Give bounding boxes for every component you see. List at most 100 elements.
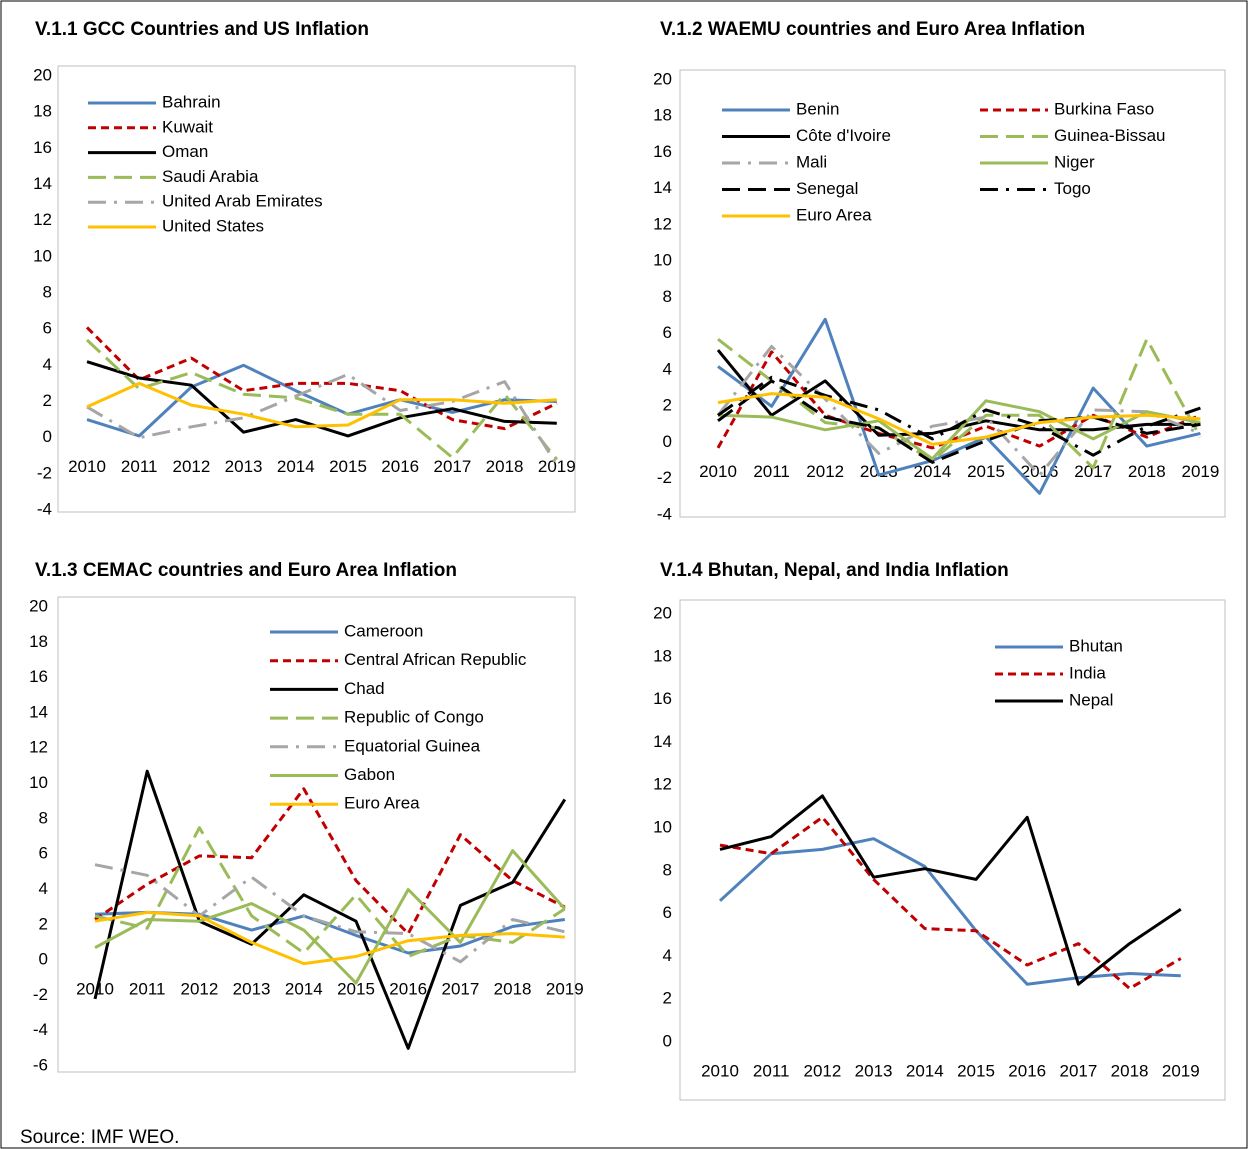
legend-label: Benin [796,99,839,118]
chart-title: V.1.1 GCC Countries and US Inflation [35,19,369,40]
x-tick-label: 2014 [906,1061,944,1080]
x-tick-label: 2017 [1059,1061,1097,1080]
series-line [85,338,558,461]
series-line [94,863,566,964]
legend-label: Bahrain [162,92,221,111]
legend-label: Nepal [1069,690,1113,709]
y-tick-label: 4 [663,946,672,965]
x-tick-label: 2011 [753,462,790,481]
chart-title: V.1.4 Bhutan, Nepal, and India Inflation [660,560,1009,581]
legend-label: United Arab Emirates [162,192,323,211]
x-tick-label: 2012 [172,457,210,476]
x-tick-label: 2016 [381,457,419,476]
legend-label: Senegal [796,179,858,198]
series-line [94,910,565,966]
y-tick-label: 2 [663,989,672,1008]
y-tick-label: 4 [43,355,52,374]
y-tick-label: 14 [29,702,48,721]
y-tick-label: 0 [39,950,48,969]
x-tick-label: 2018 [1128,462,1166,481]
y-tick-label: 0 [43,427,52,446]
x-tick-label: 2015 [967,462,1005,481]
y-tick-label: 18 [33,102,52,121]
y-tick-label: 10 [29,773,48,792]
x-tick-label: 2013 [225,457,263,476]
y-tick-label: 16 [29,667,48,686]
series-line [719,815,1182,990]
series-line [94,849,566,985]
series-line [94,787,566,936]
y-tick-label: 16 [33,138,52,157]
y-tick-label: 10 [653,251,672,270]
y-tick-label: 20 [653,603,672,622]
series-line [717,337,1202,470]
y-tick-label: 10 [33,246,52,265]
y-tick-label: -4 [657,504,672,523]
y-tick-label: 2 [663,396,672,415]
series-line [85,326,558,431]
y-tick-label: -4 [33,1020,48,1039]
y-tick-label: 6 [663,903,672,922]
x-tick-label: 2010 [68,457,106,476]
y-tick-label: 16 [653,689,672,708]
legend-label: Saudi Arabia [162,167,259,186]
y-tick-label: 8 [663,860,672,879]
legend-label: Kuwait [162,117,213,136]
series-line [86,372,559,466]
x-tick-label: 2015 [337,980,375,999]
x-tick-label: 2010 [699,462,737,481]
chart-title: V.1.2 WAEMU countries and Euro Area Infl… [660,19,1085,40]
legend-label: Bhutan [1069,636,1123,655]
series-line [86,381,557,429]
series-line [716,344,1201,477]
y-tick-label: 20 [29,596,48,615]
x-tick-label: 2012 [806,462,844,481]
y-tick-label: 18 [29,632,48,651]
x-tick-label: 2012 [803,1061,841,1080]
x-tick-label: 2010 [701,1061,739,1080]
series-line [94,826,566,958]
x-tick-label: 2013 [855,1061,893,1080]
x-tick-label: 2011 [121,457,158,476]
series-line [717,375,1201,457]
y-tick-label: 8 [39,808,48,827]
x-tick-label: 2019 [538,457,576,476]
legend-label: Chad [344,679,385,698]
legend-label: Euro Area [344,794,420,813]
y-tick-label: 10 [653,817,672,836]
x-tick-label: 2018 [494,980,532,999]
y-tick-label: -2 [37,463,52,482]
x-tick-label: 2019 [1181,462,1219,481]
x-tick-label: 2019 [546,980,584,999]
legend-label: India [1069,663,1106,682]
x-tick-label: 2016 [1008,1061,1046,1080]
y-tick-label: 4 [39,879,48,898]
y-tick-label: 12 [653,214,672,233]
legend-label: Euro Area [796,205,872,224]
y-tick-label: 18 [653,646,672,665]
x-tick-label: 2013 [233,980,271,999]
y-tick-label: 16 [653,142,672,161]
series-line [716,349,1201,437]
series-line [93,769,567,1050]
y-tick-label: 2 [43,391,52,410]
x-tick-label: 2014 [277,457,315,476]
x-tick-label: 2014 [913,462,951,481]
x-tick-label: 2012 [180,980,218,999]
legend-label: Côte d'Ivoire [796,126,891,145]
y-tick-label: 6 [663,323,672,342]
legend-label: Oman [162,142,208,161]
y-tick-label: 4 [663,359,672,378]
y-tick-label: 8 [43,282,52,301]
series-line [86,360,557,438]
x-tick-label: 2014 [285,980,323,999]
legend-label: United States [162,216,264,235]
y-tick-label: 8 [663,287,672,306]
plot-border [679,69,1226,518]
chart-title: V.1.3 CEMAC countries and Euro Area Infl… [35,560,457,581]
x-tick-label: 2010 [76,980,114,999]
series-line [719,794,1182,986]
legend-label: Equatorial Guinea [344,736,481,755]
y-tick-label: -2 [33,985,48,1004]
